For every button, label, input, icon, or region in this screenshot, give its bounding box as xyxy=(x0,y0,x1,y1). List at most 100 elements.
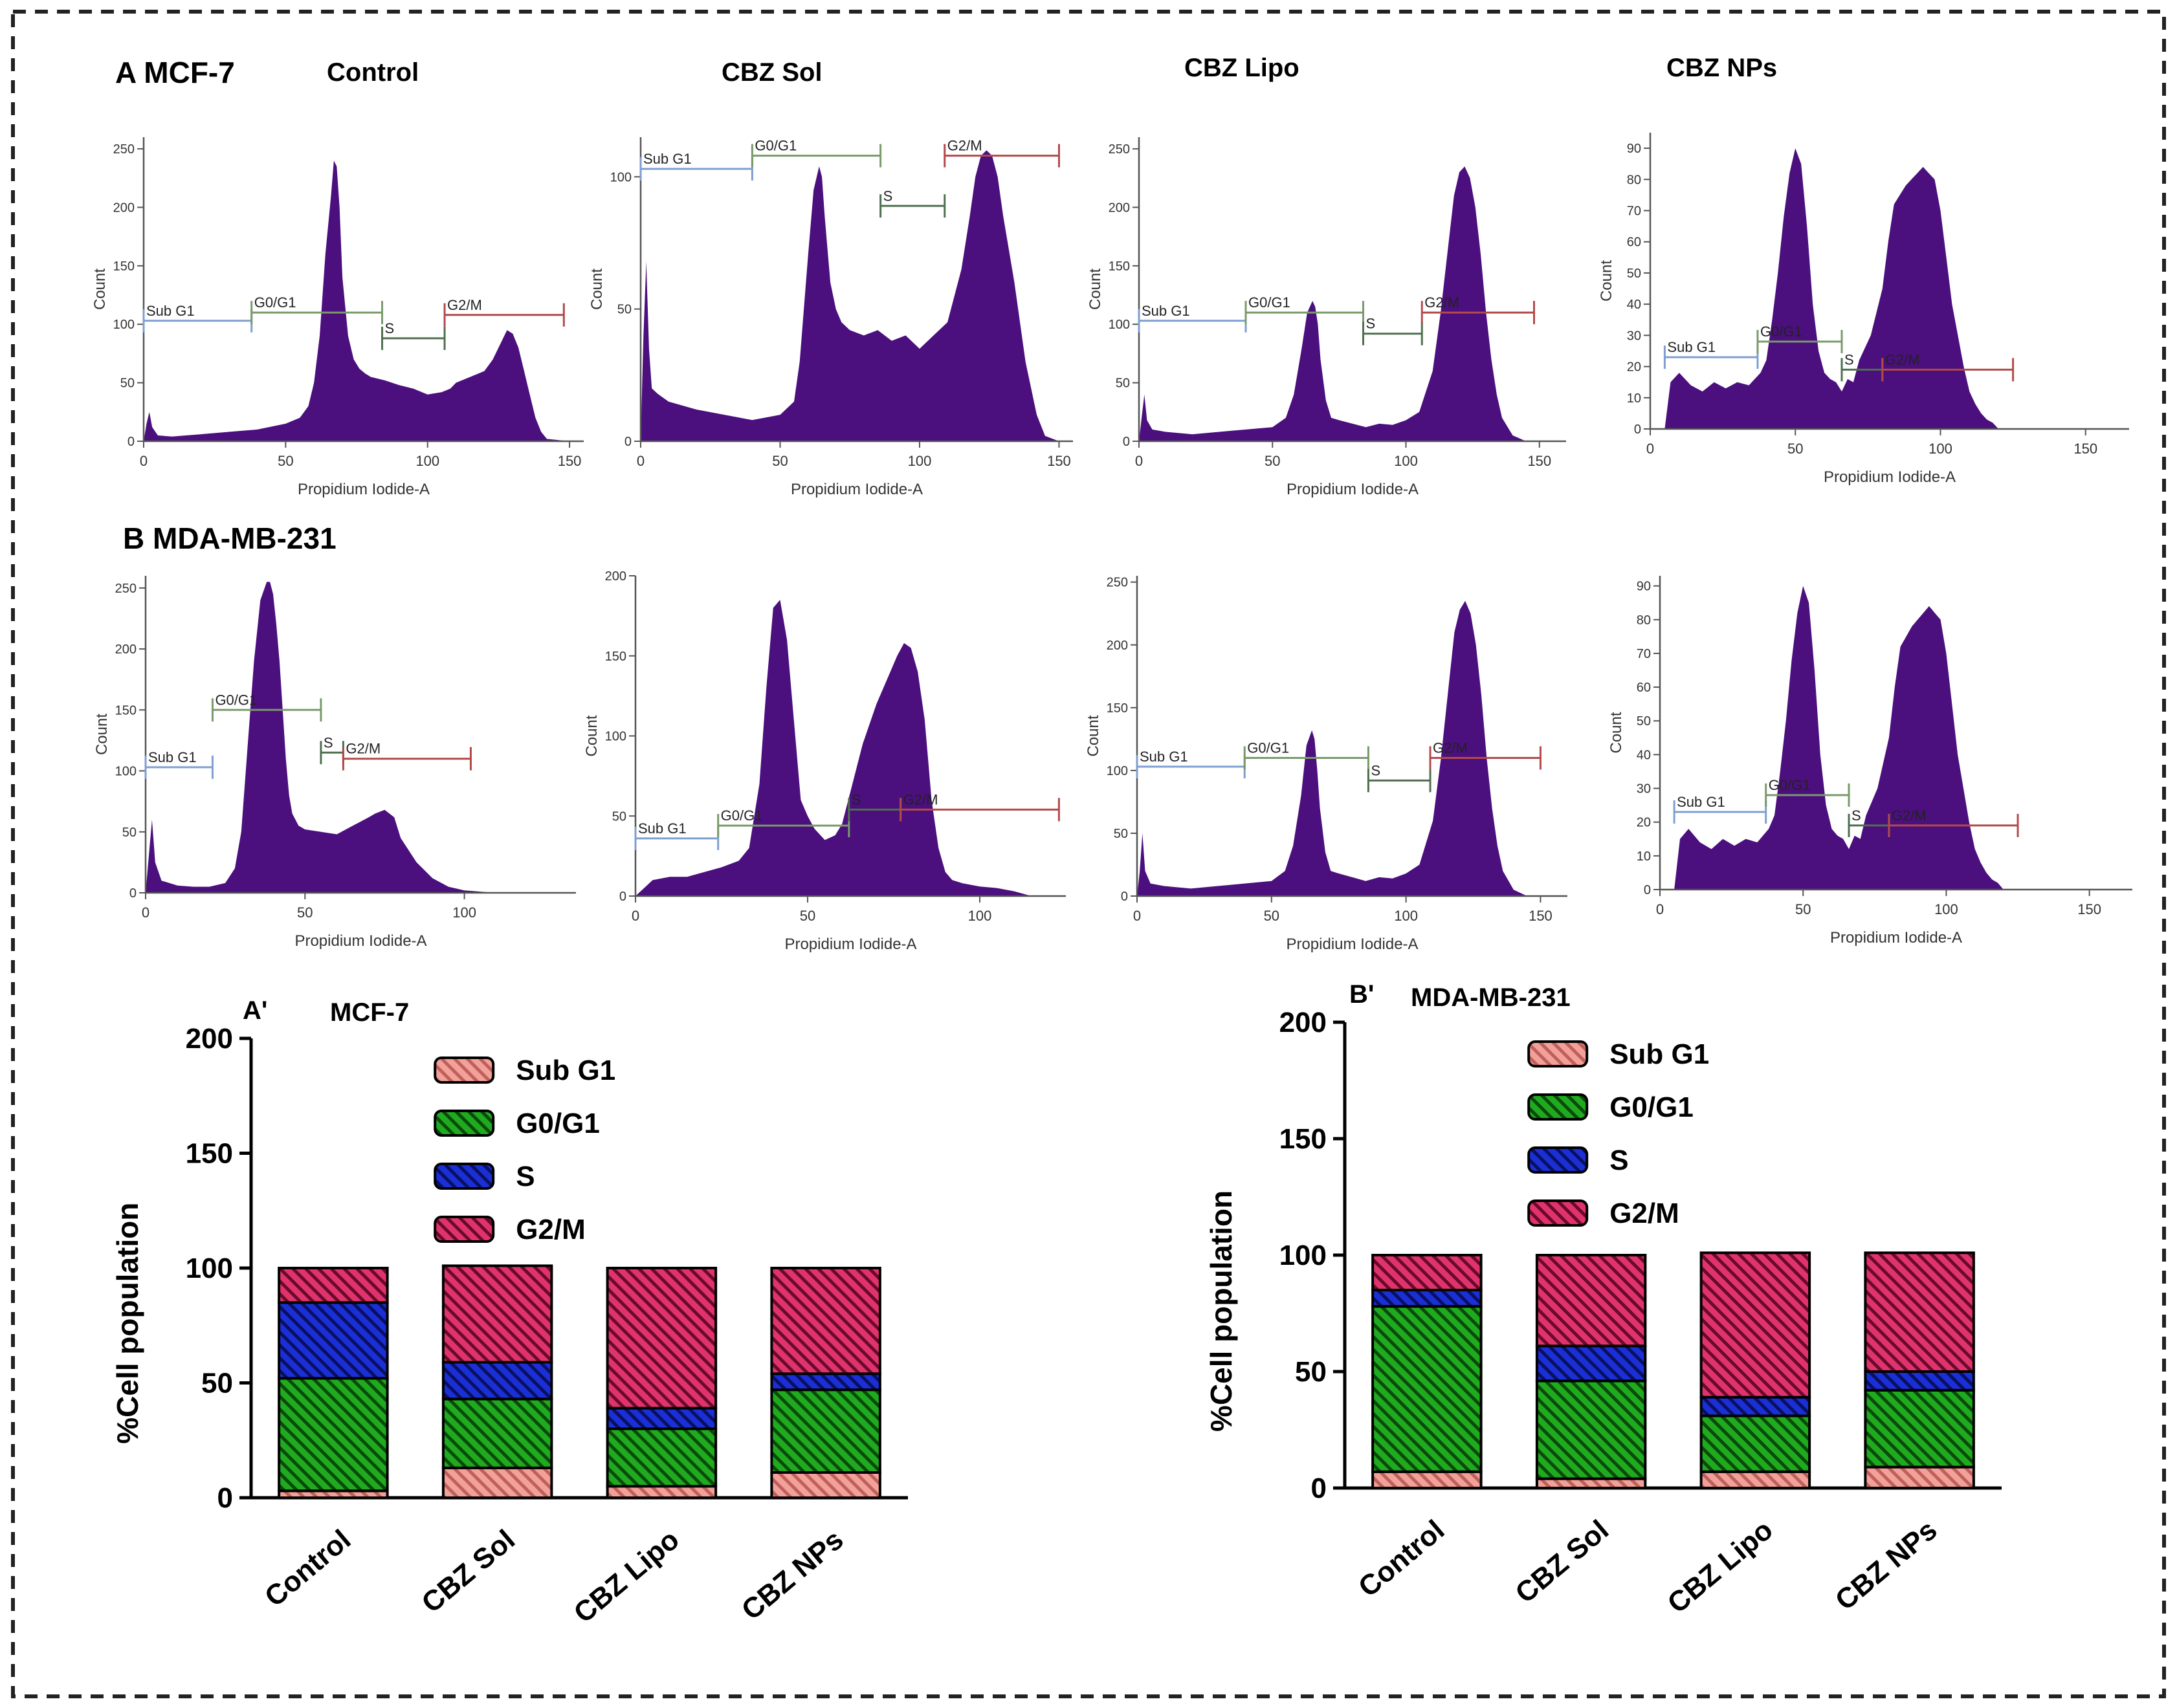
x-tick-label: 150 xyxy=(1047,453,1071,469)
bar-stack-cbz-nps xyxy=(1864,1251,1975,1490)
x-tick-label: CBZ Lipo xyxy=(1662,1514,1779,1619)
gate-label: S xyxy=(324,734,333,750)
bar-segment-s xyxy=(441,1361,553,1401)
gate-g0-g1: G0/G1 xyxy=(717,807,850,838)
x-tick-label: 100 xyxy=(1394,453,1418,469)
gate-g2-m: G2/M xyxy=(1888,807,2019,837)
y-tick-label: 40 xyxy=(1637,748,1651,762)
gate-g2-m: G2/M xyxy=(1420,294,1535,325)
bar-segment-g2-m xyxy=(770,1267,881,1375)
histogram-b-lipo: 0 50 100 150 0 50 100 150 200 250 Propidium Iodide… xyxy=(1085,576,1567,953)
bar-segment-s xyxy=(1864,1370,1975,1392)
legend-item-g0-g1: G0/G1 xyxy=(434,1108,600,1139)
gate-label: G2/M xyxy=(1885,351,1920,367)
gate-g2-m: G2/M xyxy=(1429,739,1542,770)
y-tick-label: 200 xyxy=(1279,1007,1327,1038)
gate-s: S xyxy=(1367,762,1431,793)
gate-g2-m: G2/M xyxy=(944,138,1060,168)
gate-sub-g1: Sub G1 xyxy=(142,303,253,333)
x-tick-label: 0 xyxy=(1656,901,1664,917)
x-tick-label: 150 xyxy=(2077,901,2101,917)
x-axis-label: Propidium Iodide-A xyxy=(1824,468,1956,486)
column-title-cbz-lipo: CBZ Lipo xyxy=(1184,54,1299,82)
legend-item-sub-g1: Sub G1 xyxy=(1527,1038,1709,1070)
x-tick-label: 50 xyxy=(800,908,815,924)
bar-segment-s xyxy=(606,1407,718,1430)
gate-s: S xyxy=(381,320,446,350)
y-tick-label: 250 xyxy=(1107,576,1128,590)
y-tick-label: 250 xyxy=(115,582,137,596)
stacked-bar-chart-b-prime: 0 50 100 150 200 %Cell population Control CBZ S… xyxy=(1204,1007,2002,1619)
legend-item-s: S xyxy=(1527,1144,1629,1176)
gate-sub-g1: Sub G1 xyxy=(1136,749,1246,779)
y-tick-label: 200 xyxy=(1107,639,1128,653)
x-tick-label: 0 xyxy=(632,908,639,924)
y-tick-label: 100 xyxy=(113,318,135,332)
histogram-area xyxy=(146,582,576,893)
gate-label: S xyxy=(385,320,395,336)
x-tick-label: 100 xyxy=(968,908,992,924)
gate-g0-g1: G0/G1 xyxy=(1243,739,1369,770)
y-axis-label: %Cell population xyxy=(111,1203,144,1444)
gate-label: S xyxy=(852,791,861,807)
legend-swatch xyxy=(434,1163,495,1190)
y-tick-label: 100 xyxy=(115,765,137,779)
y-tick-label: 150 xyxy=(1279,1123,1327,1155)
column-title-cbz-nps: CBZ NPs xyxy=(1666,54,1777,82)
histogram-area xyxy=(1660,586,2132,890)
gate-g2-m: G2/M xyxy=(342,741,472,771)
y-tick-label: 10 xyxy=(1627,391,1641,406)
gate-label: Sub G1 xyxy=(1667,339,1716,355)
figure-border xyxy=(11,10,2166,1698)
y-tick-label: 0 xyxy=(127,435,135,449)
x-tick-label: 150 xyxy=(558,453,582,469)
panel-label-a: A MCF-7 xyxy=(115,56,235,89)
y-tick-label: 200 xyxy=(186,1023,233,1055)
y-tick-label: 100 xyxy=(1279,1240,1327,1271)
bar-stack-cbz-nps xyxy=(770,1267,881,1499)
y-tick-label: 100 xyxy=(1107,764,1128,778)
y-tick-label: 0 xyxy=(624,435,632,449)
y-tick-label: 50 xyxy=(1295,1356,1327,1388)
gate-label: S xyxy=(1371,762,1380,778)
gate-label: G2/M xyxy=(447,297,482,313)
bar-segment-g2-m xyxy=(1699,1251,1811,1399)
legend-item-g2-m: G2/M xyxy=(434,1214,586,1245)
gate-label: Sub G1 xyxy=(638,820,687,837)
gate-g2-m: G2/M xyxy=(900,791,1060,822)
legend-swatch xyxy=(1527,1040,1589,1068)
y-tick-label: 100 xyxy=(605,730,626,744)
bar-segment-g0-g1 xyxy=(1864,1388,1975,1469)
legend-item-sub-g1: Sub G1 xyxy=(434,1055,615,1086)
gate-sub-g1: Sub G1 xyxy=(1663,339,1759,369)
y-axis-label: %Cell population xyxy=(1204,1190,1238,1432)
y-tick-label: 150 xyxy=(1107,701,1128,716)
x-tick-label: 100 xyxy=(415,453,439,469)
gate-g2-m: G2/M xyxy=(1881,351,2015,382)
legend-swatch xyxy=(434,1110,495,1137)
bar-segment-g2-m xyxy=(441,1264,553,1364)
x-axis-label: Propidium Iodide-A xyxy=(298,481,430,498)
bar-stack-control xyxy=(1371,1254,1483,1490)
y-tick-label: 0 xyxy=(217,1482,233,1514)
gate-label: G2/M xyxy=(1892,807,1927,824)
y-tick-label: 90 xyxy=(1637,580,1651,594)
gate-g0-g1: G0/G1 xyxy=(1765,777,1850,807)
panel-label-b: B MDA-MB-231 xyxy=(123,521,337,555)
x-tick-label: 50 xyxy=(1265,453,1280,469)
stacked-bar-chart-a-prime: 0 50 100 150 200 %Cell population Control CBZ S… xyxy=(111,1023,908,1629)
legend-swatch xyxy=(1527,1093,1589,1121)
gate-label: Sub G1 xyxy=(146,303,195,319)
y-axis-label: Count xyxy=(1085,715,1102,756)
y-axis-label: Count xyxy=(583,715,601,756)
histogram-a-lipo: 0 50 100 150 0 50 100 150 200 250 Propidium Iodide… xyxy=(1087,137,1566,498)
bar-segment-s xyxy=(770,1372,881,1392)
x-tick-label: 50 xyxy=(297,904,313,921)
x-tick-label: CBZ Sol xyxy=(415,1524,521,1619)
x-tick-label: 100 xyxy=(1934,901,1958,917)
legend-label: G0/G1 xyxy=(1609,1091,1694,1123)
gate-g2-m: G2/M xyxy=(443,297,565,327)
y-tick-label: 150 xyxy=(113,259,135,274)
y-tick-label: 70 xyxy=(1637,647,1651,661)
